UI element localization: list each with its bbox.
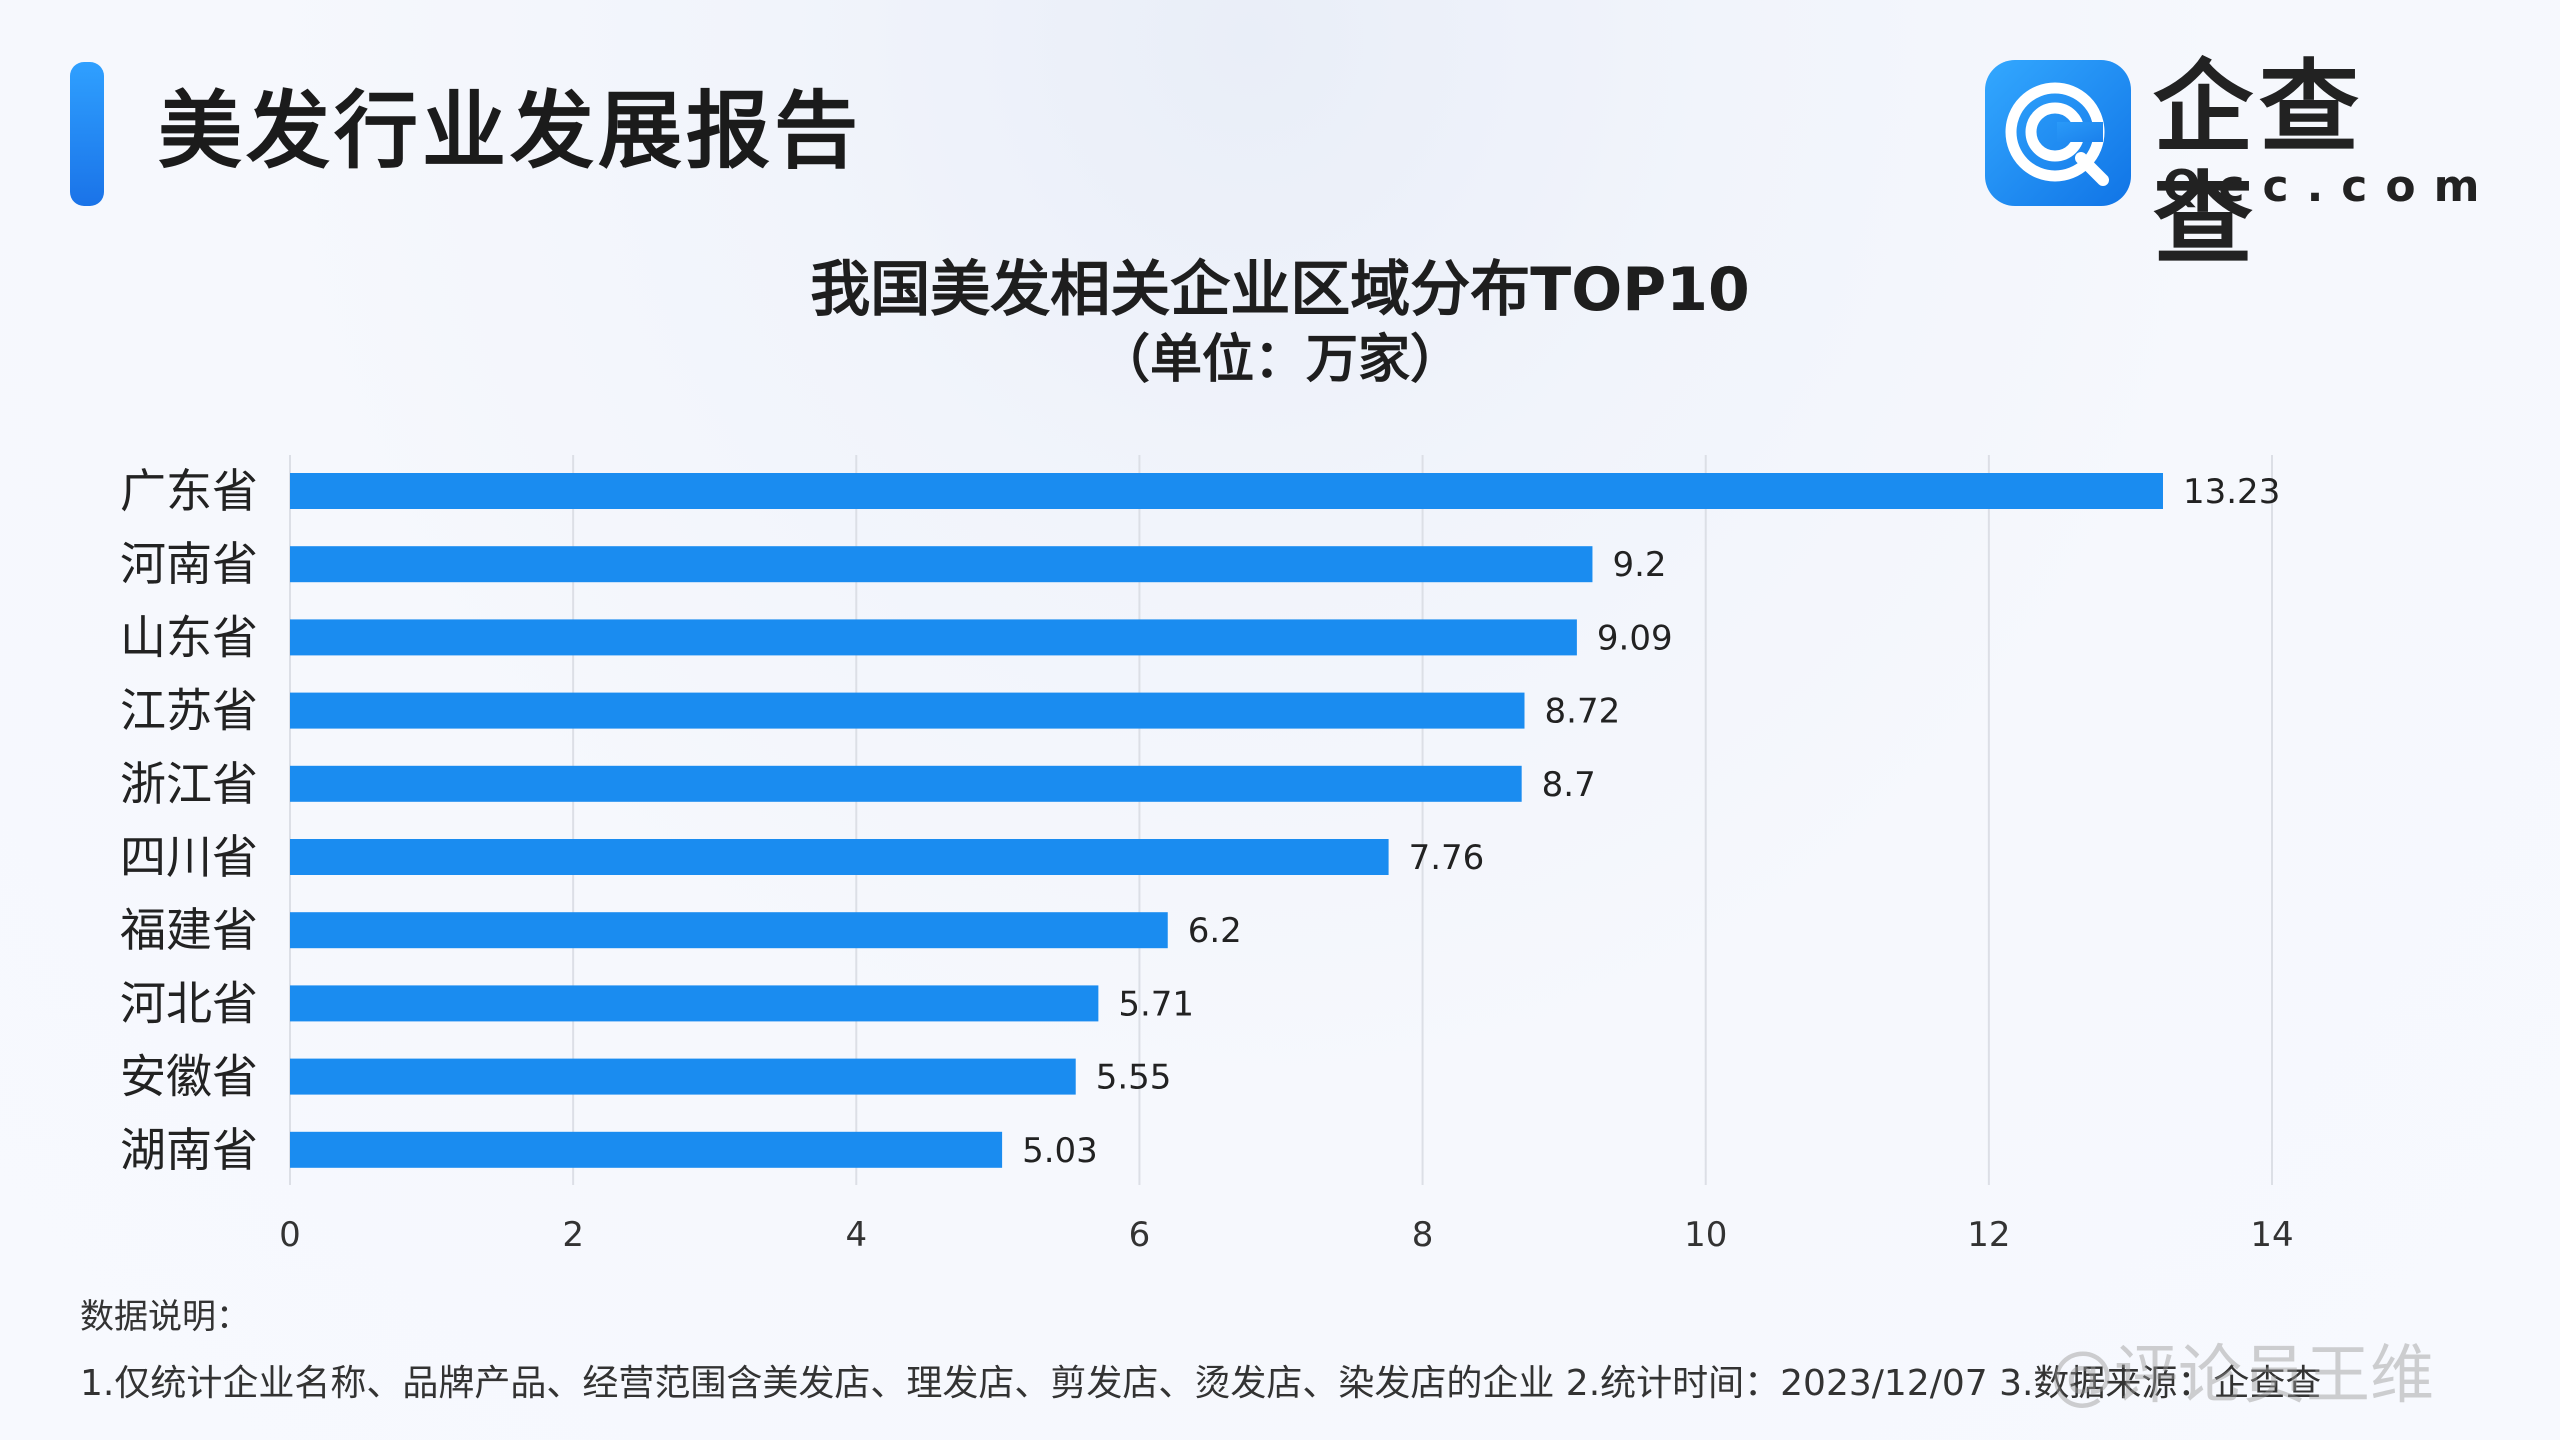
chart-subtitle: （单位：万家） bbox=[1097, 330, 1462, 390]
logo-name: 企查查 bbox=[2153, 49, 2365, 278]
chart-bars bbox=[290, 473, 2163, 1168]
category-label: 河北省 bbox=[120, 976, 258, 1030]
data-label: 9.09 bbox=[1597, 618, 1673, 658]
category-label: 河南省 bbox=[120, 537, 258, 591]
x-tick-label: 12 bbox=[1967, 1215, 2010, 1255]
x-tick-label: 4 bbox=[845, 1215, 867, 1255]
x-tick-label: 2 bbox=[562, 1215, 584, 1255]
category-label: 浙江省 bbox=[120, 757, 258, 811]
category-label: 广东省 bbox=[120, 464, 258, 518]
watermark: @评论员王维 bbox=[2050, 1339, 2434, 1413]
bar-chart: 0 2 4 6 8 10 12 14 广东省 13.23 河南省 9.2 山东省 9.09 江苏省 8.72 浙… bbox=[120, 455, 2294, 1255]
bar-5 bbox=[290, 839, 1389, 875]
data-label: 9.2 bbox=[1612, 545, 1666, 585]
qcc-logo: 企查查 Qcc.com bbox=[1985, 52, 2479, 276]
x-tick-label: 10 bbox=[1684, 1215, 1727, 1255]
title-accent-bar bbox=[70, 62, 104, 206]
report-title: 美发行业发展报告 bbox=[158, 82, 863, 180]
x-tick-label: 14 bbox=[2250, 1215, 2293, 1255]
bar-4 bbox=[290, 765, 1522, 802]
data-label: 8.72 bbox=[1545, 692, 1621, 732]
qcc-logo-icon bbox=[1985, 60, 2131, 206]
data-label: 7.76 bbox=[1409, 838, 1485, 878]
category-label: 山东省 bbox=[120, 610, 258, 664]
data-label: 6.2 bbox=[1188, 911, 1242, 951]
category-label: 福建省 bbox=[120, 903, 258, 957]
category-label: 四川省 bbox=[120, 830, 258, 884]
bar-2 bbox=[290, 619, 1577, 656]
category-label: 湖南省 bbox=[120, 1123, 258, 1177]
x-tick-label: 0 bbox=[279, 1215, 301, 1255]
notes-text: 1.仅统计企业名称、品牌产品、经营范围含美发店、理发店、剪发店、烫发店、染发店的… bbox=[80, 1363, 2322, 1404]
data-label: 13.23 bbox=[2183, 472, 2280, 512]
notes-title: 数据说明： bbox=[80, 1297, 250, 1337]
bar-6 bbox=[290, 912, 1168, 949]
logo-domain: Qcc.com bbox=[2163, 161, 2498, 212]
data-label: 5.71 bbox=[1118, 984, 1194, 1024]
chart-title: 我国美发相关企业区域分布TOP10 bbox=[810, 255, 1750, 325]
data-label: 5.55 bbox=[1096, 1058, 1172, 1098]
bar-3 bbox=[290, 692, 1525, 729]
bar-9 bbox=[290, 1131, 1003, 1168]
category-label: 安徽省 bbox=[120, 1050, 258, 1104]
data-label: 5.03 bbox=[1022, 1131, 1098, 1171]
x-tick-label: 6 bbox=[1129, 1215, 1151, 1255]
bar-8 bbox=[290, 1058, 1076, 1095]
category-label: 江苏省 bbox=[120, 684, 258, 738]
bar-1 bbox=[290, 546, 1593, 583]
chart-labels: 0 2 4 6 8 10 12 14 广东省 13.23 河南省 9.2 山东省 9.09 江苏省 8.72 浙… bbox=[120, 464, 2294, 1255]
data-label: 8.7 bbox=[1542, 765, 1596, 805]
bar-7 bbox=[290, 985, 1099, 1022]
bar-0 bbox=[290, 473, 2163, 509]
x-tick-label: 8 bbox=[1412, 1215, 1434, 1255]
